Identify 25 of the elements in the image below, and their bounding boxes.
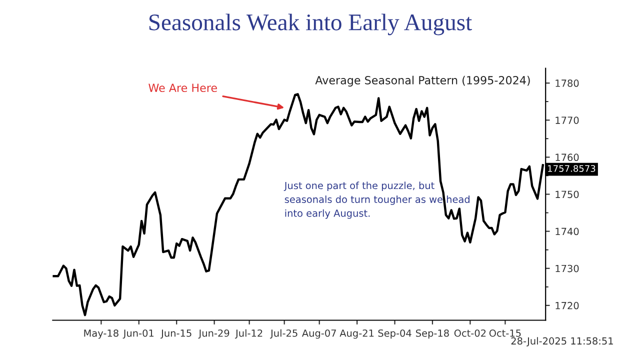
x-tick-label: Jun-01 [122,329,154,339]
x-tick-label: Sep-04 [378,329,412,339]
y-tick-label: 1760 [556,154,579,162]
y-tick-label: 1770 [556,116,579,124]
text: Average Seasonal Pattern (1995-2024) [315,76,530,87]
y-tick-label: 1740 [556,228,579,236]
y-tick-label: 1730 [556,264,579,272]
x-tick-label: Oct-02 [454,329,486,337]
x-tick-label: Sep-18 [416,329,449,339]
x-tick-label: Aug-21 [340,329,374,339]
y-tick-label: 1780 [556,80,579,87]
annotation: 1757.8573 [548,165,596,172]
y-tick-label: 1750 [556,190,579,198]
x-tick-label: Jun-15 [160,330,192,339]
annotation: We Are Here [148,84,217,92]
x-tick-label: Oct-15 [489,329,521,337]
x-tick-label: May-18 [84,329,118,339]
text: 28-Jul-2025 11:58:51 [511,337,613,346]
x-tick-label: Aug-07 [302,329,336,339]
x-tick-label: Jul-12 [235,329,262,339]
x-tick-label: Jul-25 [270,329,298,339]
annotation: Just one part of the puzzle, but seasonals do turn tougher as we head into early August. [284,182,470,219]
y-tick-label: 1720 [556,302,579,310]
chart-title: Seasonals Weak into Early August [149,14,472,36]
x-tick-label: Jun-29 [198,329,230,339]
